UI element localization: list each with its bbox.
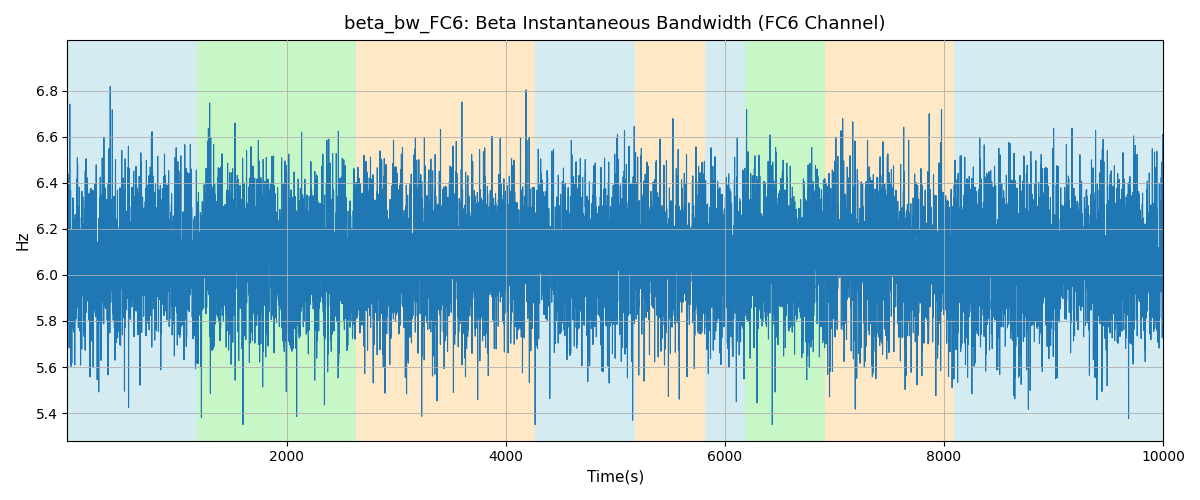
Bar [355,40,535,440]
Bar [67,40,197,440]
Bar [635,40,706,440]
Bar [197,40,355,440]
Title: beta_bw_FC6: Beta Instantaneous Bandwidth (FC6 Channel): beta_bw_FC6: Beta Instantaneous Bandwidt… [344,15,886,34]
X-axis label: Time(s): Time(s) [587,470,644,485]
Bar [744,40,824,440]
Bar [535,40,635,440]
Bar [954,40,1163,440]
Bar [706,40,744,440]
Y-axis label: Hz: Hz [16,230,30,250]
Bar [824,40,954,440]
